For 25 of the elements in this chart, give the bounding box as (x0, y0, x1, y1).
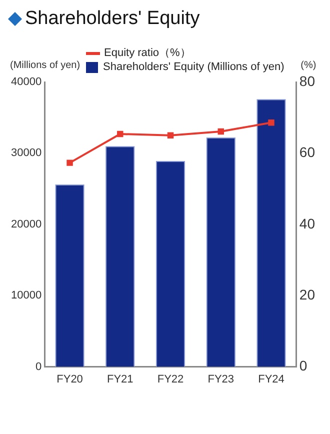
point (117, 130, 124, 138)
y2-tick-label: 80 (299, 72, 316, 89)
x-tick-label: FY22 (157, 373, 184, 386)
x-tick-label: FY20 (56, 373, 83, 386)
y2-tick-label: 20 (299, 286, 316, 302)
point (218, 128, 224, 135)
point (167, 132, 174, 139)
point (268, 119, 274, 126)
y2-tick-label: 40 (299, 215, 316, 232)
y-tick-label: 0 (35, 360, 42, 373)
chart-title: Shareholders' Equity (25, 8, 200, 30)
legend-label: Equity ratio（%） (104, 46, 191, 60)
x-tick-label: FY23 (208, 373, 234, 386)
y2-tick-label: 0 (299, 358, 308, 374)
y-axis-title: (Millions of yen) (10, 60, 80, 71)
x-tick-label: FY21 (106, 373, 134, 386)
y2-tick-label: 60 (299, 144, 316, 160)
y-tick-label: 20000 (10, 218, 42, 230)
y-tick-label: 10000 (10, 290, 42, 302)
y2-axis-title: (%) (300, 60, 316, 71)
legend-label: Shareholders' Equity (Millions of yen) (103, 60, 284, 74)
x-tick-label: FY24 (258, 373, 284, 386)
point (66, 160, 73, 166)
y-tick-label: 40000 (10, 76, 42, 88)
y-tick-label: 30000 (10, 147, 42, 160)
